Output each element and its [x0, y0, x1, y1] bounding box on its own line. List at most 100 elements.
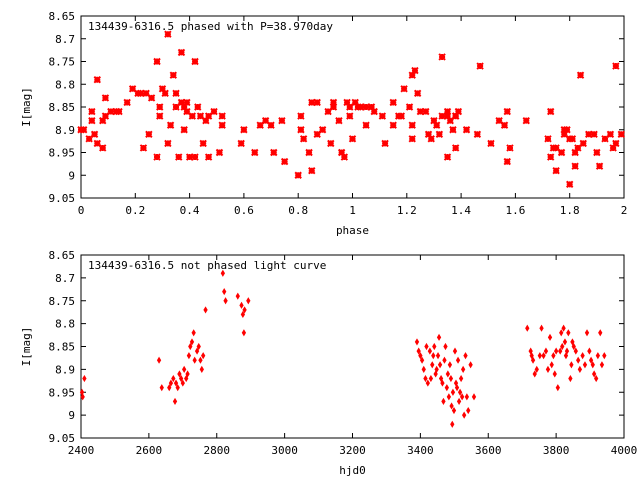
- x-tick-label: 0.2: [125, 204, 145, 217]
- data-point: [451, 112, 460, 120]
- y-tick-label: 9.05: [49, 192, 76, 205]
- data-point: [549, 361, 554, 369]
- y-axis-label: I[mag]: [20, 327, 33, 367]
- data-point: [544, 135, 552, 143]
- data-point: [180, 103, 188, 111]
- data-point: [598, 329, 603, 337]
- data-point: [456, 397, 462, 405]
- data-point: [576, 356, 581, 364]
- y-tick-label: 8.75: [49, 295, 76, 308]
- data-point: [595, 352, 601, 360]
- data-point: [529, 352, 534, 360]
- data-point: [443, 153, 452, 161]
- y-tick-label: 9.05: [49, 432, 76, 445]
- data-point: [594, 374, 599, 383]
- data-point: [240, 310, 246, 319]
- data-point: [435, 352, 441, 360]
- data-point: [128, 85, 137, 93]
- data-point: [173, 379, 179, 387]
- y-tick-label: 8.95: [49, 386, 76, 399]
- data-point: [606, 130, 615, 139]
- data-point: [539, 324, 544, 332]
- data-point: [471, 393, 477, 401]
- y-tick-label: 9: [68, 169, 75, 182]
- data-point: [175, 153, 183, 161]
- data-point: [576, 71, 585, 79]
- data-point: [609, 144, 617, 152]
- data-point: [261, 116, 270, 125]
- data-point: [416, 107, 425, 116]
- data-point: [462, 411, 467, 419]
- data-point: [443, 107, 452, 116]
- chart-title: 134439-6316.5 not phased light curve: [88, 259, 326, 272]
- data-point: [503, 157, 511, 166]
- data-point: [588, 356, 594, 364]
- data-point: [318, 126, 327, 134]
- data-point: [370, 107, 378, 116]
- data-point: [199, 139, 207, 148]
- data-point: [168, 379, 174, 387]
- x-tick-label: 3800: [543, 444, 570, 457]
- data-point: [256, 121, 264, 129]
- data-point: [455, 356, 461, 364]
- data-point: [457, 388, 463, 396]
- x-tick-label: 3600: [475, 444, 502, 457]
- data-point: [189, 338, 195, 346]
- data-point: [172, 397, 178, 405]
- data-point: [599, 361, 605, 369]
- data-point: [99, 116, 107, 125]
- data-point: [568, 374, 573, 383]
- x-tick-label: 2: [621, 204, 628, 217]
- data-point: [215, 148, 224, 157]
- data-point: [543, 347, 549, 355]
- data-point: [90, 130, 99, 139]
- x-tick-label: 4000: [611, 444, 638, 457]
- data-point: [340, 153, 349, 161]
- data-point: [559, 329, 564, 337]
- x-tick-label: 1.8: [560, 204, 580, 217]
- data-point: [414, 338, 420, 346]
- data-point: [441, 397, 446, 405]
- data-point: [571, 148, 579, 157]
- x-tick-label: 1.4: [451, 204, 471, 217]
- unphased-panel: 2400 2600 2800 3000 3200 3400 3600 3800 4000 8.65…: [20, 249, 637, 477]
- y-tick-label: 8.9: [55, 363, 75, 376]
- data-point: [468, 361, 473, 369]
- data-point: [251, 148, 259, 157]
- data-point: [431, 352, 436, 360]
- data-point: [172, 103, 180, 111]
- data-point: [443, 342, 448, 351]
- y-tick-label: 8.85: [49, 101, 76, 114]
- data-point: [545, 365, 551, 373]
- data-point: [573, 347, 578, 355]
- data-point: [191, 329, 196, 337]
- data-point: [571, 342, 576, 351]
- data-point: [459, 393, 465, 401]
- data-point: [506, 144, 514, 152]
- data-point: [437, 361, 443, 369]
- data-point: [270, 148, 278, 157]
- data-point: [192, 356, 197, 364]
- x-tick-label: 0.4: [180, 204, 200, 217]
- data-point: [422, 107, 430, 116]
- data-point: [582, 361, 588, 369]
- data-point: [612, 139, 620, 148]
- data-point: [450, 420, 455, 428]
- data-point: [280, 157, 289, 166]
- data-point: [178, 374, 184, 383]
- data-point: [560, 130, 568, 139]
- data-point: [466, 406, 471, 415]
- data-point: [522, 116, 530, 125]
- data-point: [552, 370, 557, 378]
- data-point: [416, 347, 421, 355]
- data-point: [137, 89, 145, 98]
- data-point: [297, 112, 305, 120]
- data-point: [158, 85, 167, 93]
- data-point: [430, 361, 435, 369]
- data-point: [346, 103, 354, 111]
- data-point: [185, 370, 190, 378]
- data-point: [448, 374, 454, 383]
- data-point: [405, 103, 414, 111]
- data-point: [123, 98, 131, 107]
